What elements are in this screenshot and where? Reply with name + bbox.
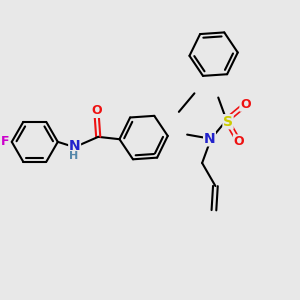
Text: O: O bbox=[233, 135, 244, 148]
Text: F: F bbox=[1, 135, 10, 148]
Text: S: S bbox=[223, 115, 233, 129]
Text: H: H bbox=[69, 151, 78, 161]
Text: N: N bbox=[69, 139, 80, 153]
Text: N: N bbox=[204, 132, 215, 146]
Text: O: O bbox=[92, 104, 102, 117]
Text: O: O bbox=[240, 98, 250, 111]
